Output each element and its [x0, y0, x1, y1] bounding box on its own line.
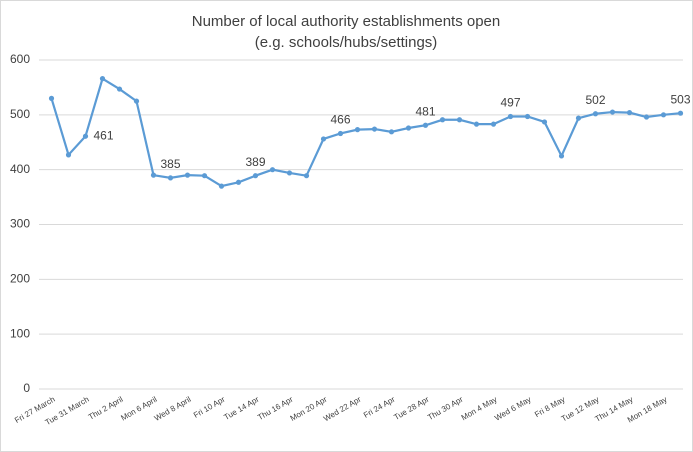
point — [490, 121, 497, 127]
point — [133, 98, 140, 104]
data-label: 389 — [245, 155, 265, 169]
point — [286, 170, 293, 176]
data-label: 385 — [160, 157, 180, 171]
point — [422, 122, 429, 128]
point — [65, 152, 72, 158]
point — [609, 109, 616, 115]
point — [439, 117, 446, 123]
point — [201, 173, 208, 179]
point — [507, 113, 514, 120]
point — [116, 86, 123, 92]
point — [405, 125, 412, 131]
point — [677, 110, 684, 116]
point — [150, 172, 157, 178]
point — [643, 114, 650, 120]
point — [303, 173, 310, 179]
data-label: 503 — [670, 92, 690, 106]
point — [575, 115, 582, 121]
y-tick-label: 0 — [23, 381, 30, 395]
point — [337, 130, 344, 137]
point — [354, 127, 361, 133]
point — [269, 167, 276, 173]
chart-title: Number of local authority establishments… — [192, 13, 501, 30]
point — [592, 111, 599, 117]
point — [524, 113, 531, 120]
data-label: 502 — [585, 93, 605, 107]
point — [320, 136, 327, 142]
line — [50, 76, 681, 188]
data-label: 461 — [94, 128, 114, 142]
point — [184, 172, 191, 178]
point — [626, 110, 633, 116]
point — [235, 179, 242, 185]
point — [82, 133, 89, 139]
y-tick-label: 200 — [10, 272, 30, 286]
point — [167, 175, 174, 181]
point — [252, 173, 259, 179]
data-label: 466 — [330, 113, 350, 127]
data-label: 481 — [415, 104, 435, 118]
point — [371, 126, 378, 132]
y-tick-label: 500 — [10, 107, 30, 121]
y-tick-label: 300 — [10, 217, 30, 231]
chart-subtitle: (e.g. schools/hubs/settings) — [255, 34, 438, 51]
data-label: 497 — [500, 96, 520, 110]
point — [99, 76, 106, 82]
point — [558, 153, 565, 159]
y-tick-label: 600 — [10, 52, 30, 66]
point — [473, 121, 480, 127]
y-tick-label: 100 — [10, 326, 30, 340]
y-tick-label: 400 — [10, 162, 30, 176]
point — [660, 112, 667, 118]
point — [541, 119, 548, 125]
point — [456, 117, 463, 123]
point — [388, 129, 395, 135]
point — [48, 95, 55, 101]
point — [218, 183, 225, 189]
